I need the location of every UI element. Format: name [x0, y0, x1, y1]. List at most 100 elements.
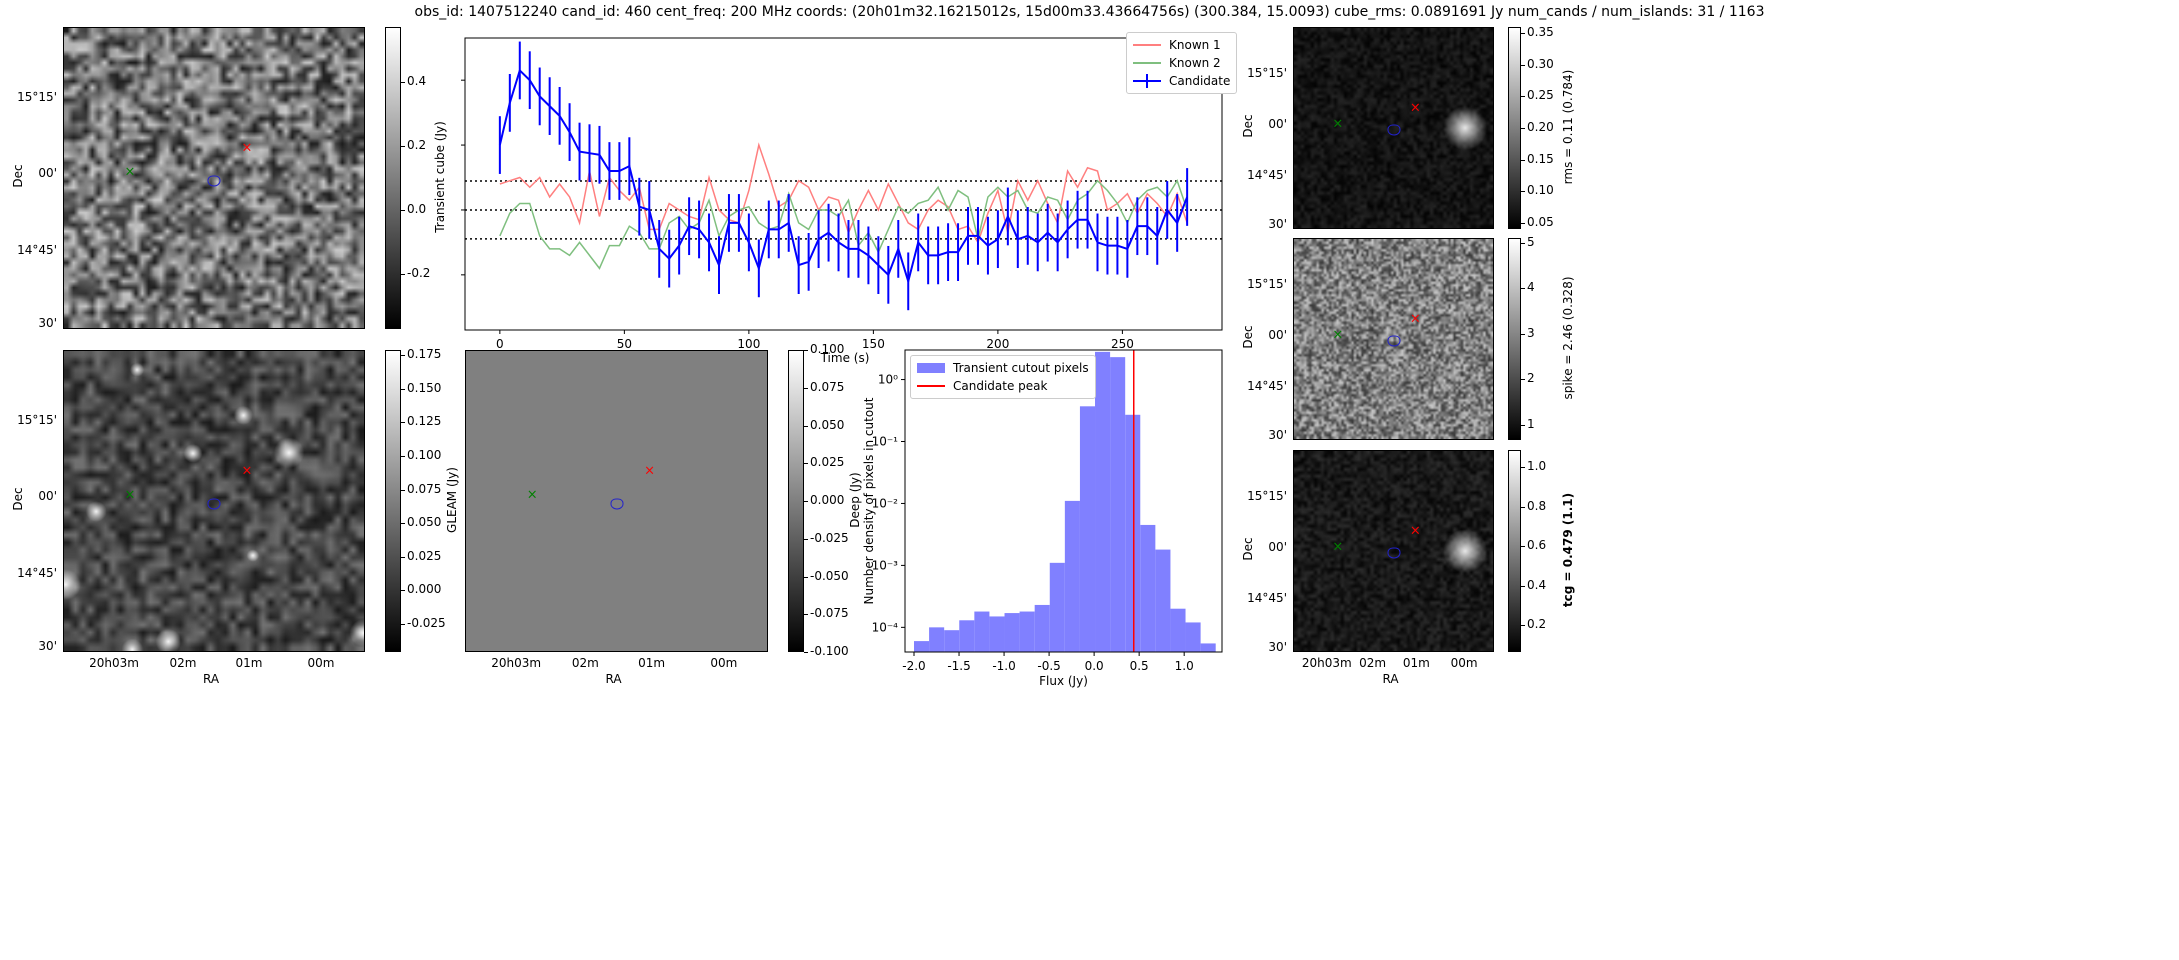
histogram-bar	[959, 620, 975, 652]
dec-tick-label: 30'	[1268, 428, 1287, 442]
light-curve-axes	[464, 37, 1223, 331]
candidate-contour-icon	[1387, 124, 1400, 136]
x-axis-label: Time (s)	[820, 351, 870, 365]
ra-tick-label: 02m	[571, 656, 599, 670]
colorbar-tick-label: 0.10	[1527, 183, 1554, 198]
ra-axis-label: RA	[203, 672, 220, 686]
histogram-bar	[1155, 549, 1171, 652]
ra-tick-label: 00m	[307, 656, 335, 670]
hist-x-tick-label: 1.0	[1175, 659, 1194, 673]
colorbar-tick	[1521, 64, 1525, 66]
colorbar-label: GLEAM (Jy)	[445, 467, 459, 533]
colorbar-tick	[401, 489, 405, 491]
colorbar-label: rms = 0.11 (0.784)	[1561, 69, 1575, 185]
x-tick-label: 150	[862, 337, 885, 351]
histogram-bar	[914, 641, 930, 652]
colorbar-tick	[1521, 191, 1525, 193]
colorbar-tick	[804, 425, 808, 427]
dec-tick-label: 30'	[1268, 217, 1287, 231]
hist-x-tick-label: 0.0	[1085, 659, 1104, 673]
colorbar-tick-label: -0.025	[407, 615, 446, 630]
known1-marker-icon: ×	[1409, 523, 1421, 539]
candidate-contour-icon	[1387, 335, 1400, 347]
legend-transient-pixels: Transient cutout pixels	[953, 361, 1089, 375]
colorbar-tick-label: 4	[1527, 280, 1535, 295]
dec-tick-label: 00'	[1268, 328, 1287, 342]
hist-y-tick-label: 10⁻¹	[872, 435, 899, 449]
colorbar-label: Transient cube (Jy)	[433, 121, 447, 233]
colorbar-tick	[804, 614, 808, 616]
transient-cube-image: × ×	[63, 27, 365, 329]
colorbar-tick	[401, 210, 405, 212]
colorbar-tick-label: 3	[1527, 325, 1535, 340]
dec-tick-label: 14°45'	[17, 242, 57, 257]
series-known-1	[499, 142, 1188, 245]
hist-x-tick-label: 0.5	[1130, 659, 1149, 673]
candidate-contour-icon	[610, 498, 623, 510]
dec-axis-label: Dec	[1241, 537, 1255, 561]
colorbar-tick-label: 0.25	[1527, 88, 1554, 103]
series-candidate	[498, 68, 1189, 286]
colorbar-tick	[1521, 96, 1525, 98]
ra-tick-label: 01m	[235, 656, 263, 670]
colorbar-tick-label: -0.050	[810, 568, 849, 583]
hist-y-axis-label: Number density of pixels in cutout	[862, 397, 876, 604]
dec-axis-label: Dec	[11, 487, 25, 511]
colorbar-tick	[401, 388, 405, 390]
colorbar-tick	[1521, 128, 1525, 129]
colorbar-tick-label: 0.150	[407, 380, 442, 395]
colorbar-tick-label: 1	[1527, 416, 1535, 431]
colorbar-tick-label: 0.100	[810, 342, 845, 356]
hist-x-tick-label: -1.5	[947, 659, 970, 673]
peak-swatch	[917, 385, 945, 387]
histogram-bar	[974, 611, 990, 652]
dec-tick-label: 14°45'	[17, 565, 57, 580]
hist-y-tick-label: 10⁻³	[872, 558, 899, 572]
x-tick-label: 200	[986, 337, 1009, 351]
colorbar-tick-label: 0.000	[407, 582, 442, 597]
colorbar-tick	[804, 350, 808, 351]
ra-axis-label: RA	[1382, 672, 1399, 686]
known2-marker-icon: ×	[124, 164, 136, 180]
x-tick-label: 0	[496, 337, 504, 351]
ra-tick-label: 02m	[1359, 656, 1387, 670]
colorbar-tick	[401, 81, 405, 83]
hist-x-tick-label: -2.0	[902, 659, 925, 673]
colorbar-tick	[1521, 333, 1525, 335]
known2-marker-icon: ×	[1332, 327, 1344, 343]
known2-swatch	[1133, 62, 1161, 64]
colorbar-tick-label: 0.4	[1527, 577, 1547, 592]
colorbar-tick-label: -0.025	[810, 530, 849, 545]
known2-marker-icon: ×	[124, 487, 136, 503]
cube-colorbar	[385, 27, 401, 329]
ra-tick-label: 20h03m	[89, 656, 139, 670]
colorbar-tick	[1521, 424, 1525, 426]
colorbar-tick-label: 0.6	[1527, 538, 1547, 553]
candidate-swatch	[1133, 74, 1161, 88]
colorbar-tick	[1521, 159, 1525, 161]
ra-tick-label: 00m	[1450, 656, 1478, 670]
colorbar-label: spike = 2.46 (0.328)	[1561, 276, 1575, 400]
legend-candidate-peak: Candidate peak	[953, 379, 1048, 393]
dec-tick-label: 00'	[38, 166, 57, 180]
histogram-bar	[1049, 562, 1065, 652]
hist-x-tick-label: -0.5	[1037, 659, 1060, 673]
colorbar-tick	[1521, 506, 1525, 508]
hist-x-axis-label: Flux (Jy)	[1039, 674, 1088, 688]
colorbar-tick	[401, 145, 405, 147]
dec-tick-label: 15°15'	[1247, 66, 1287, 80]
hist-x-tick-label: -1.0	[992, 659, 1015, 673]
colorbar-tick-label: 0.100	[407, 448, 442, 463]
ra-tick-label: 20h03m	[1301, 656, 1352, 670]
known2-marker-icon: ×	[1332, 539, 1344, 555]
dec-tick-label: 15°15'	[17, 412, 57, 427]
colorbar-tick-label: 0.050	[407, 515, 442, 530]
candidate-contour-icon	[207, 498, 221, 510]
colorbar-label: Deep (Jy)	[848, 472, 862, 528]
histogram-legend: Transient cutout pixels Candidate peak	[910, 355, 1096, 399]
known1-marker-icon: ×	[1409, 311, 1421, 327]
deep-image: × ×	[63, 350, 365, 652]
colorbar-tick-label: 0.025	[407, 548, 442, 563]
legend-known1: Known 1	[1169, 38, 1221, 52]
colorbar-tick	[401, 523, 405, 525]
